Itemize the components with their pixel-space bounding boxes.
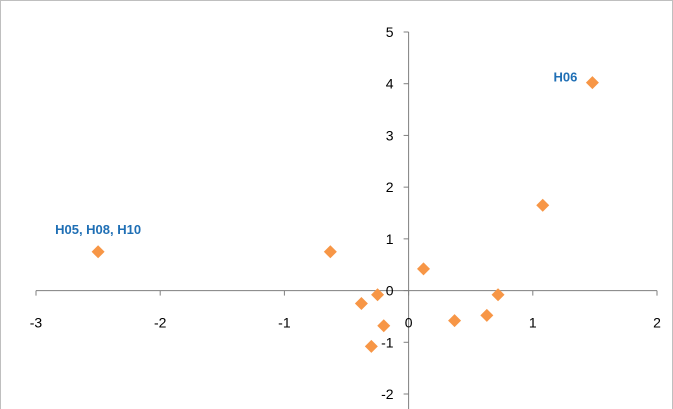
data-point-marker bbox=[417, 262, 431, 276]
annotations: H05, H08, H10 H06 bbox=[55, 70, 577, 237]
x-tick-label: 2 bbox=[653, 315, 661, 331]
data-point-marker bbox=[536, 198, 550, 212]
x-tick-label: 0 bbox=[405, 315, 413, 331]
data-point-marker bbox=[480, 308, 494, 322]
x-tick-label: -2 bbox=[154, 315, 167, 331]
y-tick-label: 2 bbox=[386, 179, 394, 195]
data-points bbox=[91, 76, 599, 353]
point-annotation-label: H06 bbox=[554, 70, 578, 85]
data-point-marker bbox=[448, 314, 462, 328]
data-point-marker bbox=[377, 319, 391, 333]
y-tick-label: 1 bbox=[386, 231, 394, 247]
x-tick-label: 1 bbox=[529, 315, 537, 331]
data-point-marker bbox=[585, 76, 599, 90]
y-tick-label: 4 bbox=[386, 76, 394, 92]
tick-labels: -3 -2 -1 0 1 2 -2 -1 0 1 2 3 4 5 bbox=[30, 24, 661, 402]
y-tick-label: -1 bbox=[381, 334, 394, 350]
y-tick-label: 3 bbox=[386, 127, 394, 143]
data-point-marker bbox=[491, 288, 505, 302]
x-tick-label: -3 bbox=[30, 315, 43, 331]
x-tick-label: -1 bbox=[278, 315, 291, 331]
axes bbox=[35, 31, 658, 409]
y-tick-label: -2 bbox=[381, 386, 394, 402]
point-annotation-label: H05, H08, H10 bbox=[55, 222, 141, 237]
data-point-marker bbox=[323, 245, 337, 259]
y-tick-label: 5 bbox=[386, 24, 394, 40]
data-point-marker bbox=[91, 245, 105, 259]
data-point-marker bbox=[354, 297, 368, 310]
data-point-marker bbox=[364, 339, 378, 353]
y-tick-label: 0 bbox=[386, 283, 394, 299]
data-point-marker bbox=[371, 288, 385, 302]
